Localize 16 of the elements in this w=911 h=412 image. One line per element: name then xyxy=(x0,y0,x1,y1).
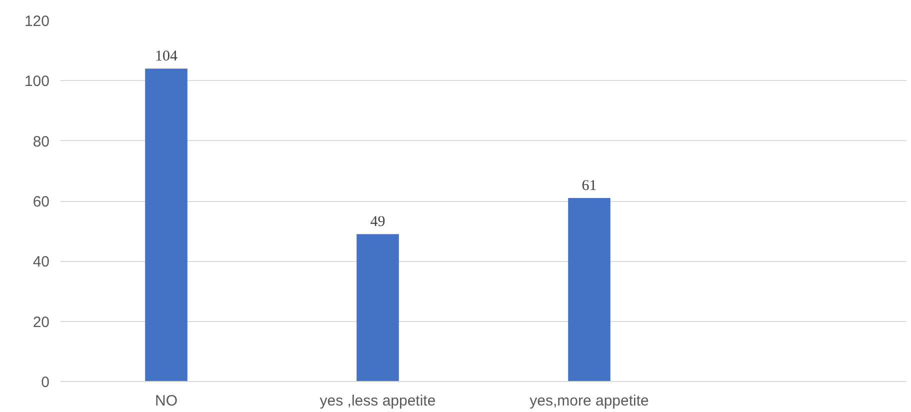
y-tick-label: 40 xyxy=(32,254,50,271)
bar xyxy=(356,234,399,382)
data-label: 49 xyxy=(370,214,386,230)
y-tick-label: 120 xyxy=(24,13,50,30)
x-tick-label: yes,more appetite xyxy=(530,392,649,410)
x-tick-label: NO xyxy=(155,392,178,410)
x-tick-label: yes ,less appetite xyxy=(320,392,436,410)
y-tick-label: 100 xyxy=(24,73,50,90)
bar xyxy=(145,68,188,382)
data-label: 61 xyxy=(582,178,597,194)
y-tick-label: 20 xyxy=(32,314,50,331)
bar xyxy=(568,198,610,382)
y-tick-label: 80 xyxy=(32,133,50,150)
y-tick-label: 0 xyxy=(41,374,50,391)
y-tick-label: 60 xyxy=(32,194,50,210)
data-label: 104 xyxy=(155,48,178,65)
